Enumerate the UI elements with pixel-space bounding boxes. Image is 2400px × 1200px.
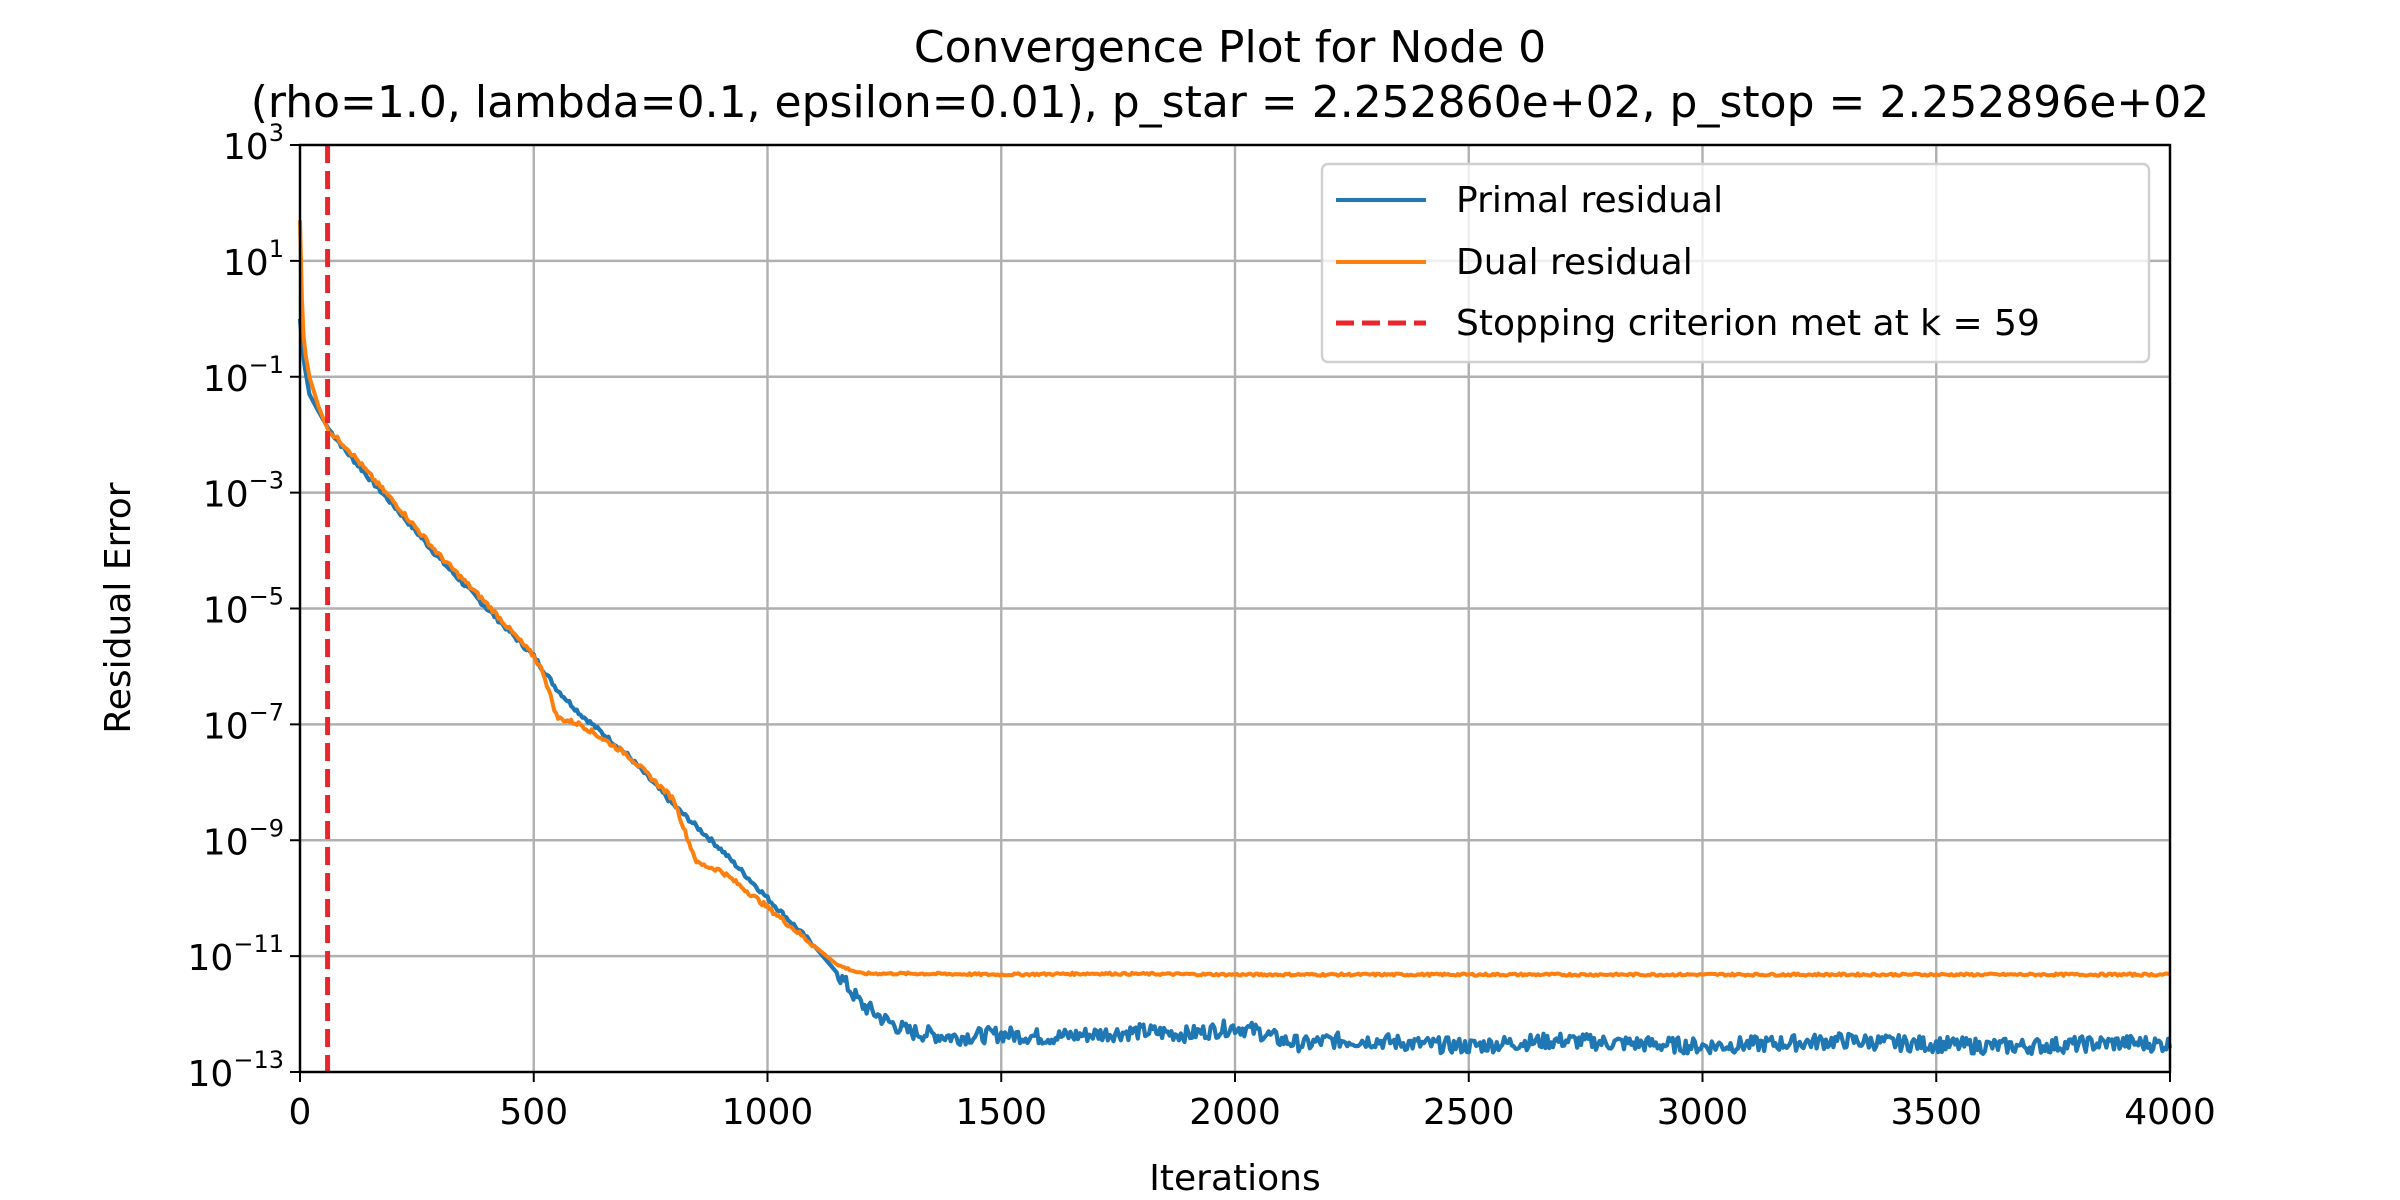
chart-title: Convergence Plot for Node 0 xyxy=(914,22,1546,73)
y-tick-label: 10−3 xyxy=(203,467,284,516)
x-tick-label: 1000 xyxy=(722,1092,814,1133)
plot-frame xyxy=(298,143,2172,1074)
y-tick-label: 10−13 xyxy=(188,1046,284,1095)
series-line-dual xyxy=(298,220,2171,978)
legend-box xyxy=(1320,162,2151,364)
x-tick-label: 0 xyxy=(289,1092,312,1133)
x-tick-label: 2500 xyxy=(1423,1092,1515,1133)
y-tick-label: 103 xyxy=(223,119,284,168)
legend: Primal residual Dual residual Stopping c… xyxy=(1320,162,2151,364)
x-tick-label: 3500 xyxy=(1890,1092,1982,1133)
y-tick-label: 101 xyxy=(223,235,284,284)
x-tick-label: 4000 xyxy=(2124,1092,2216,1133)
legend-entry-primal: Primal residual xyxy=(1456,180,1723,221)
y-tick-label: 10−1 xyxy=(203,351,284,400)
x-tick-label: 2000 xyxy=(1189,1092,1281,1133)
legend-entry-dual: Dual residual xyxy=(1456,242,1693,283)
chart-subtitle: (rho=1.0, lambda=0.1, epsilon=0.01), p_s… xyxy=(251,77,2209,128)
legend-entry-stopping: Stopping criterion met at k = 59 xyxy=(1456,303,2040,344)
x-tick-label: 1500 xyxy=(955,1092,1047,1133)
y-tick-label: 10−5 xyxy=(203,583,284,632)
y-axis-label: Residual Error xyxy=(98,482,139,733)
y-axis-ticks: 103 101 10−1 10−3 10−5 10−7 10−9 10−11 10−13 xyxy=(188,119,300,1095)
y-tick-label: 10−9 xyxy=(203,814,284,863)
series-layer xyxy=(297,145,2173,1072)
series-line-primal xyxy=(297,318,2173,1057)
x-axis-label: Iterations xyxy=(1149,1158,1320,1199)
x-axis-ticks: 0 500 1000 1500 2000 2500 3000 3500 4000 xyxy=(289,1072,2216,1133)
y-tick-label: 10−7 xyxy=(203,698,284,747)
x-tick-label: 500 xyxy=(499,1092,568,1133)
x-tick-label: 3000 xyxy=(1657,1092,1749,1133)
y-tick-label: 10−11 xyxy=(188,930,284,979)
